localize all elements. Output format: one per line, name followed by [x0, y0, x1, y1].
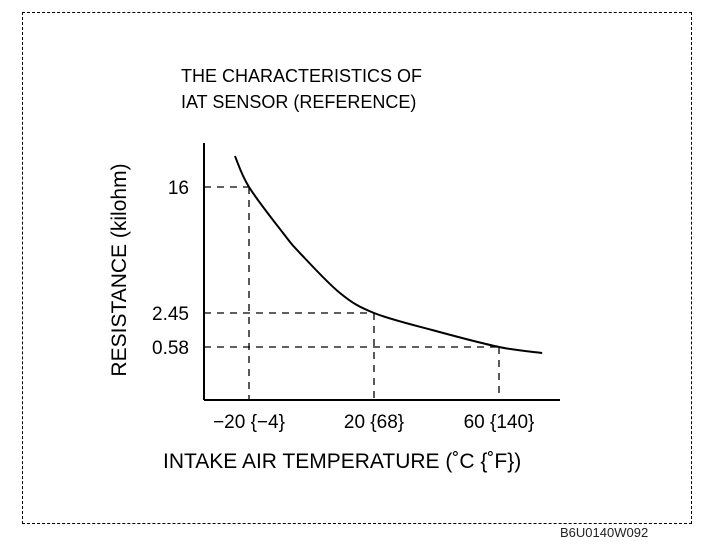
figure-code: B6U0140W092 [560, 525, 649, 540]
x-tick-label: 20 {68} [344, 412, 404, 433]
y-tick-label: 16 [168, 178, 189, 199]
x-tick-label: 60 {140} [464, 412, 535, 433]
y-tick-label: 2.45 [152, 304, 189, 325]
y-tick-label: 0.58 [152, 338, 189, 359]
chart-title-line-2: IAT SENSOR (REFERENCE) [181, 92, 417, 112]
chart-title-line-1: THE CHARACTERISTICS OF [181, 66, 423, 86]
x-axis-label: INTAKE AIR TEMPERATURE (˚C {˚F}) [163, 450, 522, 473]
figure-border [22, 12, 692, 524]
resistance-curve [234, 155, 543, 354]
x-tick-label: −20 {−4} [213, 412, 285, 433]
